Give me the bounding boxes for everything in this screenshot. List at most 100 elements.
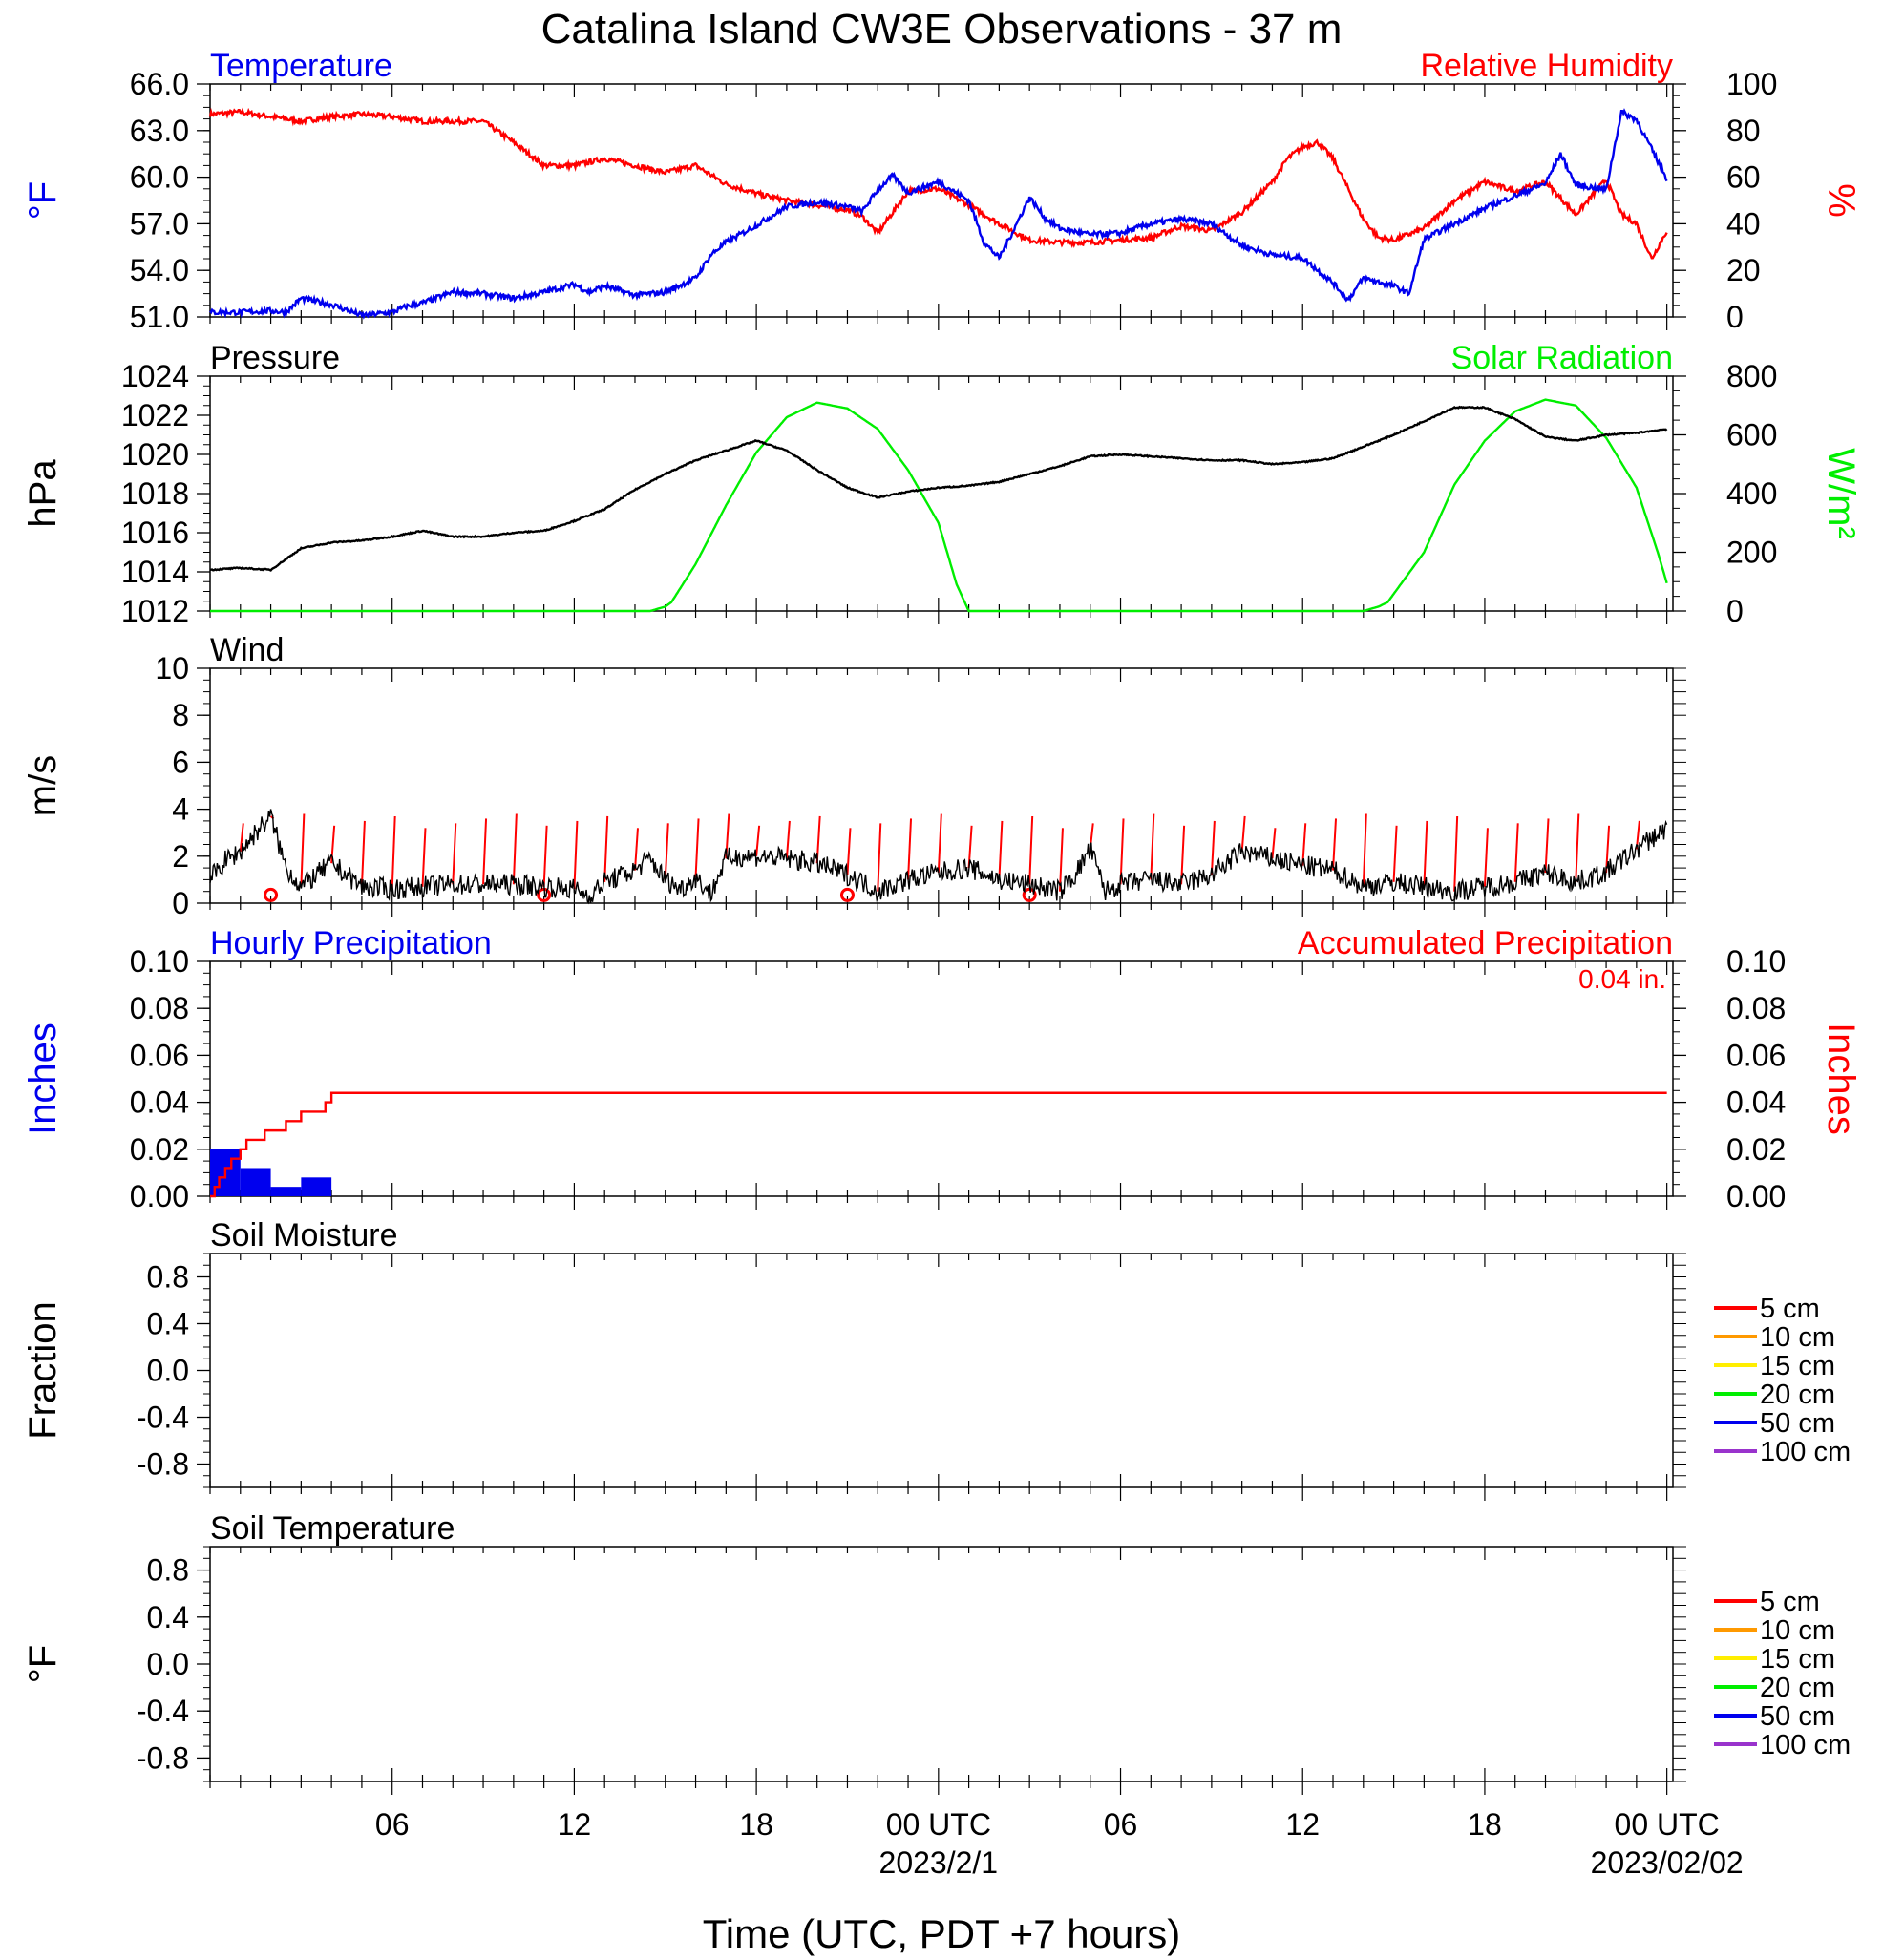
x-tick-label: 00 UTC xyxy=(886,1807,991,1842)
wind-barb xyxy=(1392,825,1398,882)
wind-barb xyxy=(512,813,518,885)
wind-barb xyxy=(239,823,244,852)
wind-barb xyxy=(664,823,669,880)
wind-barb xyxy=(1362,813,1367,887)
x-tick-label: 12 xyxy=(558,1807,592,1842)
panel-title-right: Accumulated Precipitation xyxy=(1298,925,1673,961)
legend-label: 50 cm xyxy=(1760,1701,1835,1732)
y-tick-label-left: 2 xyxy=(172,839,189,874)
wind-barb xyxy=(1180,825,1186,885)
panel-frame xyxy=(209,960,1674,1197)
y-tick-label-left: 8 xyxy=(172,698,189,732)
x-tick-label: 00 UTC xyxy=(1615,1807,1720,1842)
y-tick-label-left: 51.0 xyxy=(130,300,189,334)
y-tick-label-right: 600 xyxy=(1726,418,1777,453)
legend-label: 100 cm xyxy=(1760,1730,1851,1760)
y-tick-label-right: 0.04 xyxy=(1726,1085,1786,1120)
x-tick-date: 2023/2/1 xyxy=(879,1845,999,1880)
wind-barb xyxy=(452,823,457,885)
wind-barb xyxy=(1058,828,1064,892)
y-tick-label-left: 0.06 xyxy=(130,1038,189,1072)
y-tick-label-left: 1014 xyxy=(121,555,189,589)
wind-barb xyxy=(391,815,396,890)
panels-group: Temperature Relative Humidity 51.0 54.0 57.0… xyxy=(22,48,1862,1795)
wind-barb xyxy=(1240,815,1246,852)
wind-barb xyxy=(1150,813,1155,880)
x-tick-label: 18 xyxy=(1468,1807,1502,1842)
y-tick-label-left: 0.00 xyxy=(130,1179,189,1213)
y-tick-label-left: 57.0 xyxy=(130,206,189,241)
y-tick-label-left: 1016 xyxy=(121,516,189,550)
panel-title-left: Pressure xyxy=(210,340,340,376)
pressure-line xyxy=(209,405,1668,572)
legend-label: 20 cm xyxy=(1760,1673,1835,1703)
humidity-line xyxy=(208,107,1668,260)
x-tick-label: 06 xyxy=(1104,1807,1138,1842)
y-tick-label-left: 0.4 xyxy=(147,1600,189,1634)
y-tick-label-left: 1024 xyxy=(121,359,189,393)
x-axis-label: Time (UTC, PDT +7 hours) xyxy=(703,1911,1181,1956)
wind-barb xyxy=(937,813,942,874)
panel-title-left: Wind xyxy=(210,632,284,668)
y-axis-unit-left: °F xyxy=(22,181,64,220)
y-tick-label-left: 4 xyxy=(172,792,189,827)
wind-barb xyxy=(1544,818,1550,874)
panel-title-right: Solar Radiation xyxy=(1451,340,1673,376)
wind-barb xyxy=(998,820,1004,880)
wind-barb xyxy=(542,825,548,887)
wind-barb xyxy=(1513,823,1519,882)
y-axis-unit-right: Inches xyxy=(1820,1022,1862,1135)
wind-barb xyxy=(1453,815,1459,892)
legend-label: 5 cm xyxy=(1760,1587,1820,1617)
y-tick-label-left: 0.02 xyxy=(130,1132,189,1167)
y-tick-label-left: 0.0 xyxy=(147,1354,189,1388)
y-tick-label-right: 200 xyxy=(1726,536,1777,570)
y-axis-unit-left: Inches xyxy=(22,1022,64,1135)
y-tick-label-left: 0 xyxy=(172,886,189,920)
legend-label: 15 cm xyxy=(1760,1644,1835,1675)
y-tick-label-right: 60 xyxy=(1726,160,1761,195)
legend-label: 5 cm xyxy=(1760,1294,1820,1324)
y-tick-label-left: 0.8 xyxy=(147,1260,189,1295)
y-tick-label-left: -0.8 xyxy=(137,1740,189,1775)
chart-title: Catalina Island CW3E Observations - 37 m xyxy=(541,6,1343,53)
wind-barb xyxy=(1605,825,1611,874)
y-tick-label-left: 1018 xyxy=(121,476,189,511)
wind-barb xyxy=(1271,828,1277,859)
panel-title-left: Temperature xyxy=(210,48,392,84)
y-tick-label-right: 0.10 xyxy=(1726,944,1786,979)
wind-barb xyxy=(1119,818,1125,885)
panel-title-left: Soil Moisture xyxy=(210,1217,398,1254)
hourly-precip-bar xyxy=(240,1168,271,1196)
calm-wind-marker xyxy=(839,887,855,902)
temperature-line xyxy=(209,108,1668,320)
wind-barb xyxy=(907,818,913,880)
legend-label: 15 cm xyxy=(1760,1351,1835,1381)
accumulated-total-label: 0.04 in. xyxy=(1578,964,1666,994)
wind-barb xyxy=(1028,815,1034,885)
wind-barb xyxy=(1575,813,1580,882)
legend-label: 100 cm xyxy=(1760,1437,1851,1467)
y-tick-label-right: 20 xyxy=(1726,253,1761,287)
panel-frame xyxy=(209,1253,1674,1488)
y-tick-label-left: 0.8 xyxy=(147,1553,189,1588)
y-tick-label-left: 63.0 xyxy=(130,114,189,148)
y-axis-unit-left: hPa xyxy=(22,459,64,528)
panel-title-left: Hourly Precipitation xyxy=(210,925,492,961)
solar-radiation-line xyxy=(210,398,1668,613)
x-tick-label: 06 xyxy=(375,1807,410,1842)
panel-precip: Hourly Precipitation Accumulated Precipit… xyxy=(22,925,1862,1213)
y-tick-label-left: -0.4 xyxy=(137,1401,189,1435)
y-tick-label-left: 10 xyxy=(155,651,189,685)
legend-label: 10 cm xyxy=(1760,1615,1835,1646)
wind-barb xyxy=(1332,818,1338,871)
wind-barb xyxy=(1423,820,1428,887)
y-tick-label-right: 0.08 xyxy=(1726,991,1786,1025)
y-tick-label-right: 0 xyxy=(1726,594,1744,628)
accumulated-precip-line xyxy=(210,1091,1667,1198)
panel-wind: Wind 0 2 4 6 8 10 m/s xyxy=(22,632,1686,920)
